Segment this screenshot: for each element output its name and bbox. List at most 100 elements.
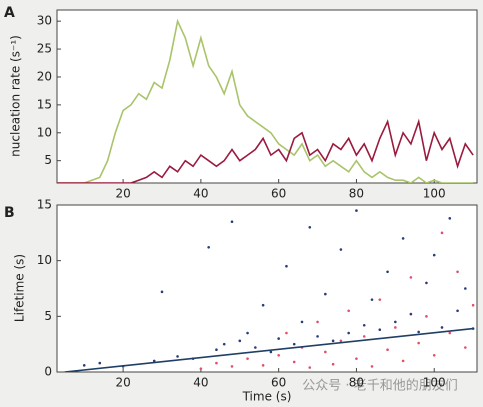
y-tick-label: 5 — [44, 153, 52, 167]
point — [386, 270, 389, 274]
panel-label: A — [4, 5, 15, 21]
point — [331, 362, 335, 366]
y-axis-label: Lifetime (s) — [13, 254, 27, 322]
point — [246, 357, 249, 360]
x-tick-label: 40 — [193, 376, 208, 390]
point — [269, 350, 273, 354]
point — [261, 364, 265, 367]
point — [378, 328, 382, 331]
x-axis-label: Time (s) — [242, 390, 292, 404]
y-tick-label: 15 — [37, 198, 52, 212]
y-tick-label: 20 — [37, 69, 52, 83]
x-tick-label: 100 — [423, 187, 446, 201]
point — [230, 365, 234, 368]
point — [254, 346, 257, 349]
point — [355, 357, 358, 360]
point — [277, 354, 280, 357]
point — [300, 320, 304, 324]
y-tick-label: 25 — [37, 42, 52, 56]
point — [292, 360, 296, 364]
point — [471, 303, 475, 307]
panel-label: B — [4, 205, 15, 221]
data-line — [64, 327, 474, 372]
point — [331, 339, 335, 343]
y-tick-label: 10 — [37, 125, 52, 139]
point — [222, 342, 226, 346]
point — [324, 292, 327, 296]
point — [308, 366, 312, 369]
x-tick-label: 20 — [115, 376, 130, 390]
x-tick-label: 80 — [349, 376, 364, 390]
point — [160, 290, 164, 294]
point — [347, 331, 350, 335]
point — [432, 354, 436, 357]
point — [409, 276, 413, 279]
point — [277, 337, 280, 340]
point — [308, 225, 312, 229]
point — [440, 231, 444, 235]
point — [316, 320, 319, 324]
plot-area — [56, 204, 478, 373]
y-tick-label: 5 — [44, 309, 52, 323]
data-line — [57, 118, 474, 183]
point — [285, 264, 288, 268]
point — [176, 355, 179, 358]
x-tick-label: 100 — [423, 376, 446, 390]
y-tick-label: 15 — [37, 97, 52, 111]
point — [324, 350, 327, 354]
point — [370, 365, 374, 368]
data-line — [57, 18, 474, 183]
point — [401, 359, 405, 363]
x-tick-label: 20 — [115, 187, 130, 201]
point — [207, 246, 210, 249]
y-tick-label: 0 — [44, 365, 52, 379]
point — [215, 361, 218, 365]
x-tick-label: 80 — [349, 187, 364, 201]
point — [292, 342, 296, 346]
point — [386, 348, 389, 352]
watermark: 公众号 · 老千和他的朋友们 — [302, 378, 457, 394]
point — [409, 312, 413, 316]
point — [316, 335, 319, 338]
point — [432, 253, 436, 257]
point — [425, 281, 428, 285]
point — [246, 331, 249, 335]
point — [339, 248, 343, 251]
point — [401, 237, 405, 240]
point — [362, 335, 366, 338]
point — [394, 320, 397, 324]
point — [347, 309, 350, 313]
y-axis-label: nucleation rate (s⁻¹) — [9, 35, 23, 157]
point — [370, 298, 374, 301]
point — [261, 303, 265, 307]
point — [98, 361, 102, 365]
point — [355, 209, 358, 212]
point — [339, 339, 343, 343]
point — [456, 270, 459, 274]
point — [425, 315, 428, 318]
point — [230, 220, 234, 223]
plot-area — [56, 9, 478, 184]
x-tick-label: 60 — [271, 376, 286, 390]
point — [394, 326, 397, 329]
point — [199, 367, 203, 370]
point — [417, 330, 420, 334]
point — [464, 346, 467, 349]
point — [456, 309, 459, 313]
point — [440, 326, 444, 329]
point — [448, 331, 452, 335]
point — [238, 339, 242, 343]
point — [464, 287, 467, 290]
y-tick-label: 10 — [37, 253, 52, 267]
point — [215, 348, 218, 352]
point — [362, 323, 366, 327]
point — [82, 364, 86, 367]
y-tick-label: 30 — [37, 14, 52, 28]
point — [448, 217, 452, 220]
point — [378, 298, 382, 301]
point — [285, 331, 288, 335]
x-tick-label: 40 — [193, 187, 208, 201]
point — [417, 341, 420, 345]
x-tick-label: 60 — [271, 187, 286, 201]
